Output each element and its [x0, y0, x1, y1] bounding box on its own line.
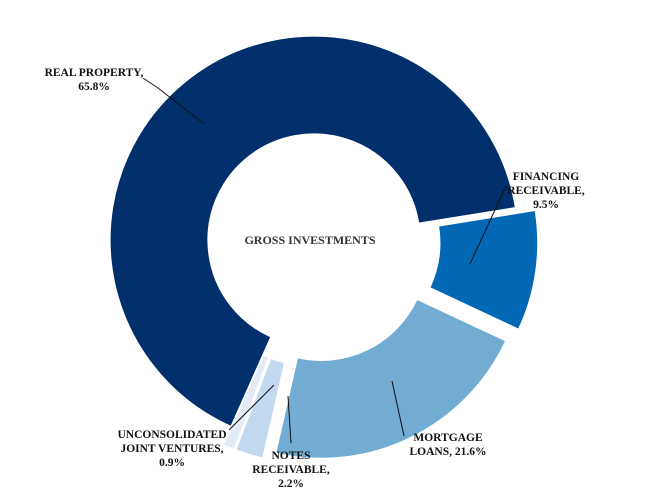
label-line: JOINT VENTURES,: [120, 443, 223, 455]
label-notes-receivable: NOTES RECEIVABLE, 2.2%: [252, 450, 330, 490]
label-line: 2.2%: [278, 478, 304, 490]
label-mortgage-loans: MORTGAGE LOANS, 21.6%: [410, 432, 487, 458]
label-line: 0.9%: [159, 457, 185, 469]
slice-labels: REAL PROPERTY, 65.8% FINANCING RECEIVABLE, 9…: [45, 67, 585, 490]
label-line: RECEIVABLE,: [507, 185, 585, 197]
donut-slices: [109, 35, 539, 459]
leader-notes-receivable: [287, 395, 292, 444]
label-line: MORTGAGE: [413, 432, 483, 444]
label-real-property: REAL PROPERTY, 65.8%: [45, 67, 144, 93]
label-line: FINANCING: [513, 171, 580, 183]
leader-lines: [142, 77, 507, 444]
label-line: REAL PROPERTY,: [45, 67, 144, 79]
leader-unconsolidated-joint-ventures: [228, 384, 275, 431]
slice-notes-receivable: [235, 357, 286, 459]
slice-mortgage-loans: [274, 298, 507, 459]
chart-title: GROSS INVESTMENTS: [244, 233, 375, 247]
label-line: 9.5%: [533, 199, 559, 211]
label-line: UNCONSOLIDATED: [117, 429, 226, 441]
leader-mortgage-loans: [391, 380, 405, 437]
label-financing-receivable: FINANCING RECEIVABLE, 9.5%: [507, 171, 585, 211]
slice-financing-receivable: [429, 209, 539, 331]
leader-real-property: [142, 77, 205, 125]
label-line: 65.8%: [78, 81, 110, 93]
label-line: NOTES: [272, 450, 311, 462]
slice-real-property: [109, 35, 517, 428]
label-line: RECEIVABLE,: [252, 464, 330, 476]
label-unconsolidated-joint-ventures: UNCONSOLIDATED JOINT VENTURES, 0.9%: [117, 429, 226, 469]
leader-financing-receivable: [469, 185, 507, 265]
label-line: LOANS, 21.6%: [410, 446, 487, 458]
slice-unconsolidated-joint-ventures: [222, 354, 270, 451]
